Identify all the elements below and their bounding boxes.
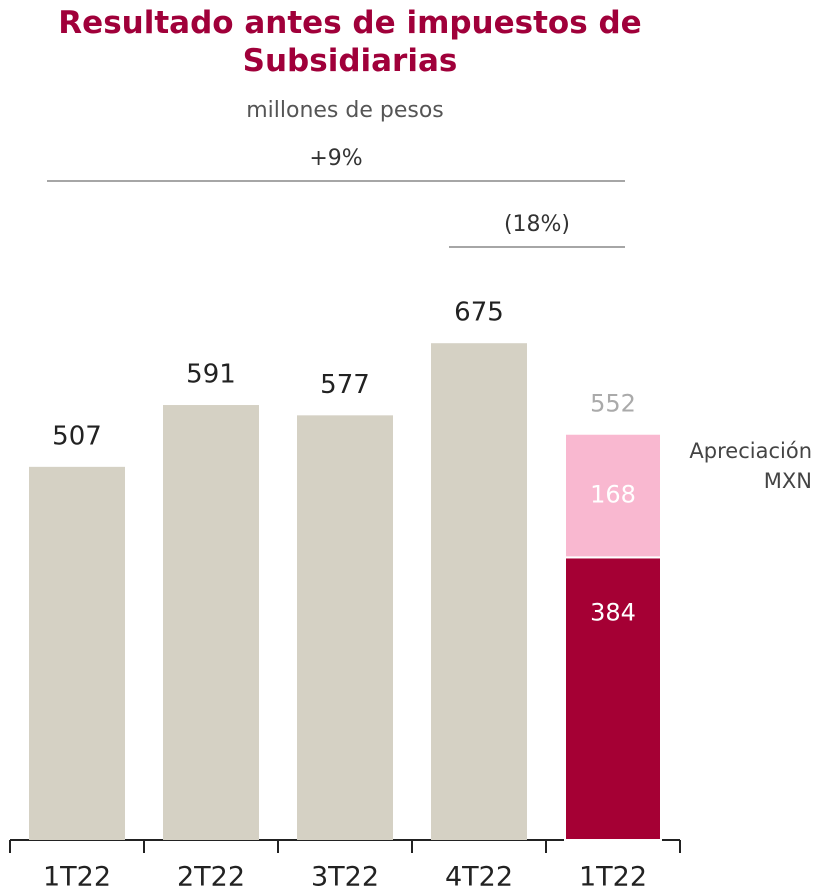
x-tick-label: 1T22 [43, 862, 111, 893]
bar-segment [297, 415, 393, 840]
bar-segment [564, 556, 662, 841]
total-label: 552 [590, 390, 636, 418]
bar-value-label: 577 [320, 370, 370, 400]
bar-value-label: 675 [454, 298, 504, 328]
bar-value-label: 384 [590, 598, 636, 626]
x-tick-label: 3T22 [311, 862, 379, 893]
chart-title: Resultado antes de impuestos de Subsidia… [58, 5, 642, 79]
bar-segment [431, 343, 527, 840]
annotation-label: (18%) [504, 212, 570, 237]
bar-value-label: 168 [590, 481, 636, 509]
x-tick-label: 1T22 [579, 862, 647, 893]
bar-segment [29, 466, 125, 840]
annotation-label: +9% [309, 146, 362, 171]
bar-value-label: 507 [52, 421, 102, 451]
chart-subtitle: millones de pesos [246, 98, 444, 123]
x-tick-label: 4T22 [445, 862, 513, 893]
bar-segment [163, 405, 259, 840]
bar-value-label: 591 [186, 360, 236, 390]
x-tick-label: 2T22 [177, 862, 245, 893]
bar-segment [564, 432, 662, 559]
legend-label: Apreciación MXN [689, 439, 812, 493]
